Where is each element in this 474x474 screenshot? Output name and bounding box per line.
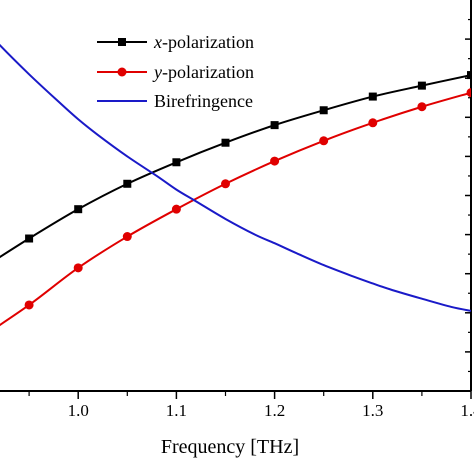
data-point: [467, 71, 471, 80]
series-line: [0, 91, 471, 327]
x-tick-label: 1.4: [460, 401, 474, 420]
data-point: [319, 136, 329, 146]
legend-label: x-polarization: [153, 32, 254, 52]
legend-item: y-polarization: [97, 62, 254, 82]
data-point: [25, 234, 34, 243]
series-1: [0, 71, 471, 259]
legend-marker: [117, 67, 127, 77]
data-point: [221, 138, 230, 147]
data-point: [74, 205, 83, 214]
series-line: [0, 43, 471, 312]
legend-label: y-polarization: [152, 62, 254, 82]
data-point: [221, 179, 230, 189]
data-point: [417, 102, 427, 112]
x-axis-label: Frequency [THz]: [161, 436, 299, 458]
x-tick-label: 1.2: [264, 401, 285, 420]
legend-marker: [118, 38, 126, 46]
data-point: [368, 92, 377, 101]
legend: x-polarization y-polarization Birefringenc…: [97, 32, 254, 111]
legend-item: x-polarization: [97, 32, 254, 52]
data-point: [368, 118, 378, 128]
data-point: [171, 204, 181, 214]
data-point: [417, 81, 426, 90]
data-point: [122, 232, 132, 242]
series-2: [0, 88, 471, 327]
plot-frame: [0, 0, 472, 392]
data-point: [319, 106, 328, 115]
data-point: [270, 121, 279, 130]
x-tick-label: 1.0: [68, 401, 89, 420]
data-point: [466, 88, 471, 98]
ticks-layer: 0.91.01.11.21.31.4: [28, 391, 474, 420]
x-tick-label: 1.1: [166, 401, 187, 420]
data-point: [73, 263, 83, 273]
data-point: [123, 179, 132, 188]
legend-item: Birefringence: [97, 91, 253, 111]
data-point: [24, 300, 34, 310]
legend-label: Birefringence: [154, 91, 253, 111]
series-layer: [0, 43, 471, 327]
data-point: [270, 156, 280, 166]
series-3: [0, 43, 471, 312]
x-tick-label: 1.3: [362, 401, 383, 420]
data-point: [172, 158, 181, 167]
